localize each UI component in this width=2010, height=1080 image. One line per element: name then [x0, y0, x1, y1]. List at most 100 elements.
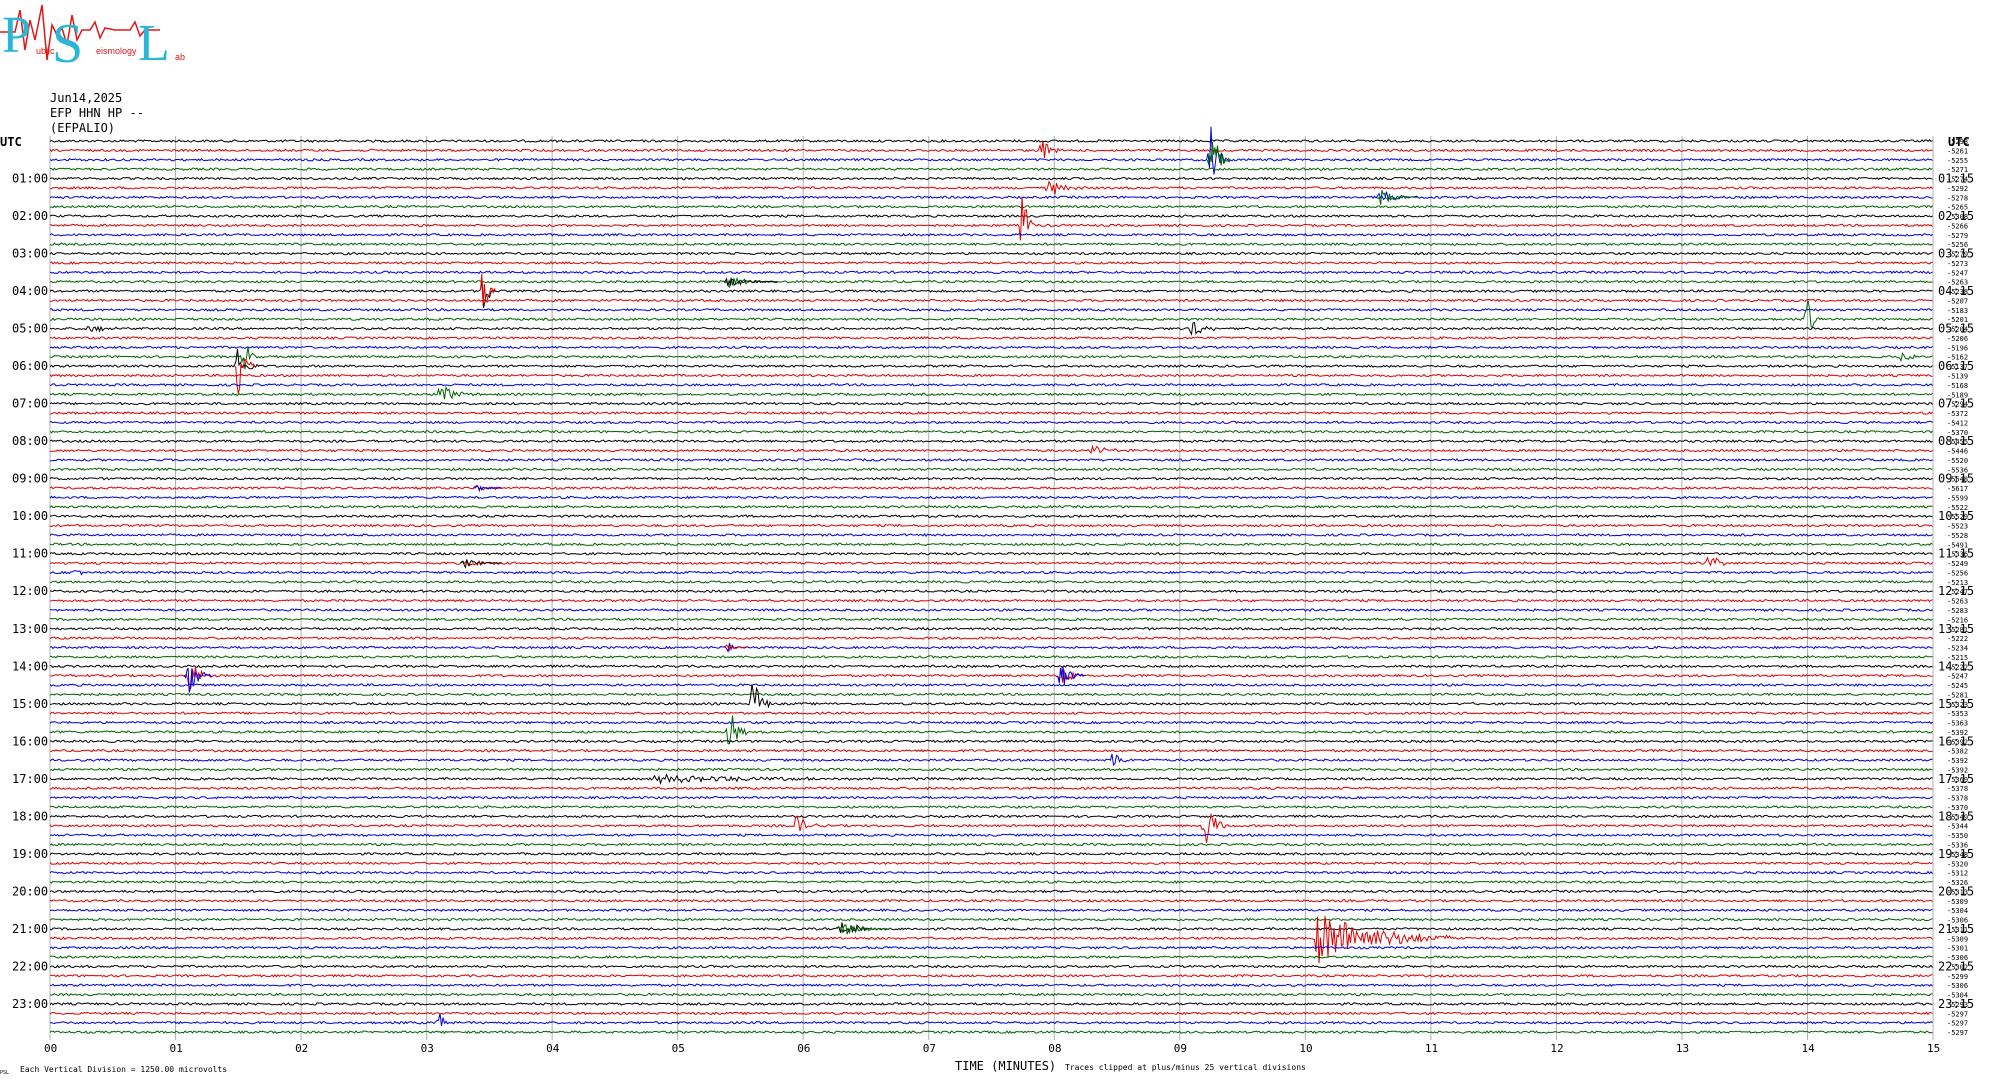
trace-offset-label: -5234 [1947, 645, 1968, 653]
seismic-trace [49, 964, 1933, 969]
right-hour-label: 05:15 [1938, 322, 1974, 336]
right-hour-label: 08:15 [1938, 434, 1974, 448]
seismic-trace [49, 551, 1933, 556]
seismic-event [183, 667, 213, 693]
right-hour-label: 09:15 [1938, 472, 1974, 486]
left-hour-label: 15:00 [12, 697, 48, 711]
seismic-trace [49, 589, 1933, 594]
right-hour-label: 06:15 [1938, 359, 1974, 373]
right-hour-label: 04:15 [1938, 284, 1974, 298]
seismic-trace [49, 767, 1933, 772]
trace-offset-label: -5378 [1947, 795, 1968, 803]
trace-offset-label: -5213 [1947, 579, 1968, 587]
seismic-trace [49, 608, 1933, 612]
seismic-trace [49, 476, 1933, 481]
seismic-trace [49, 140, 1933, 159]
trace-offset-label: -5222 [1947, 663, 1968, 671]
seismic-trace [49, 298, 1933, 303]
left-hour-label: 01:00 [12, 172, 48, 186]
trace-offset-label: -5353 [1947, 710, 1968, 718]
right-hour-label: 03:15 [1938, 247, 1974, 261]
left-hour-label: 14:00 [12, 659, 48, 673]
seismic-trace [49, 908, 1933, 913]
left-hour-label: 07:00 [12, 397, 48, 411]
seismic-trace [49, 276, 1933, 289]
corner-mark: PSL [0, 1070, 9, 1076]
trace-offset-label: -5293 [1947, 1001, 1968, 1009]
trace-offset-label: -5326 [1947, 879, 1968, 887]
left-hour-label: 10:00 [12, 509, 48, 523]
left-hour-label: 05:00 [12, 322, 48, 336]
right-utc-title: UTC [1948, 135, 1970, 149]
channel-code: EFP HHN HP -- [50, 106, 144, 120]
seismic-event [234, 358, 257, 394]
trace-offset-label: -5370 [1947, 804, 1968, 812]
right-hour-label: 02:15 [1938, 209, 1974, 223]
seismic-trace [49, 373, 1933, 378]
seismic-trace [49, 523, 1933, 528]
right-hour-label: 15:15 [1938, 697, 1974, 711]
trace-offset-label: -5344 [1947, 823, 1968, 831]
seismic-trace [49, 739, 1933, 744]
trace-offset-label: -5336 [1947, 551, 1968, 559]
trace-offset-label: -5216 [1947, 616, 1968, 624]
trace-offset-label: -5256 [1947, 241, 1968, 249]
x-tick-label: 02 [295, 1042, 308, 1055]
psl-logo: P S L ublic eismology ab [0, 4, 185, 70]
trace-offset-label: -5301 [1947, 945, 1968, 953]
trace-offset-label: -5247 [1947, 588, 1968, 596]
trace-offset-label: -5255 [1947, 157, 1968, 165]
seismic-trace [49, 180, 1933, 195]
x-tick-label: 10 [1299, 1042, 1312, 1055]
trace-offset-label: -5392 [1947, 766, 1968, 774]
x-tick-label: 09 [1174, 1042, 1187, 1055]
seismic-trace [49, 983, 1933, 988]
trace-offset-label: -5372 [1947, 410, 1968, 418]
trace-offset-label: -5350 [1947, 832, 1968, 840]
left-hour-label: 11:00 [12, 547, 48, 561]
seismic-trace [49, 139, 1933, 143]
seismic-trace [49, 753, 1933, 767]
seismic-event [1056, 666, 1086, 686]
left-hour-label: 21:00 [12, 922, 48, 936]
trace-offset-label: -5139 [1947, 373, 1968, 381]
left-hour-label: 16:00 [12, 734, 48, 748]
seismic-trace [49, 439, 1933, 444]
plot-header: Jun14,2025 EFP HHN HP -- (EFPALIO) [50, 91, 144, 136]
seismic-trace [49, 556, 1933, 567]
trace-offset-label: -5265 [1947, 204, 1968, 212]
seismic-trace [49, 666, 1933, 694]
trace-offset-label: -5306 [1947, 954, 1968, 962]
seismic-trace [49, 444, 1933, 455]
seismic-trace [49, 720, 1933, 725]
seismic-trace [49, 204, 1933, 209]
right-hour-label: 12:15 [1938, 584, 1974, 598]
seismic-trace [49, 280, 1933, 308]
trace-offset-label: -5528 [1947, 532, 1968, 540]
seismic-trace [49, 922, 1933, 934]
seismic-trace [49, 617, 1933, 622]
seismic-trace [49, 795, 1933, 800]
seismic-trace [49, 514, 1933, 519]
seismic-trace [49, 642, 1933, 653]
left-hour-label: 09:00 [12, 472, 48, 486]
seismic-trace [49, 861, 1933, 866]
trace-offset-label: -5306 [1947, 917, 1968, 925]
trace-offset-label: -5378 [1947, 785, 1968, 793]
seismic-trace [49, 842, 1933, 847]
trace-offset-label: -5304 [1947, 992, 1968, 1000]
trace-offset-label: -5278 [1947, 194, 1968, 202]
trace-offset-label: -5247 [1947, 269, 1968, 277]
seismic-trace [49, 917, 1933, 922]
logo-letter-l: L [138, 15, 170, 70]
trace-offset-label: -5520 [1947, 457, 1968, 465]
right-hour-label: 19:15 [1938, 847, 1974, 861]
x-tick-label: 05 [672, 1042, 685, 1055]
seismic-event [460, 559, 503, 569]
right-hour-label: 20:15 [1938, 884, 1974, 898]
seismic-event [472, 485, 503, 493]
seismic-trace [49, 504, 1933, 509]
seismic-trace [49, 955, 1933, 959]
trace-offset-label: -5336 [1947, 842, 1968, 850]
